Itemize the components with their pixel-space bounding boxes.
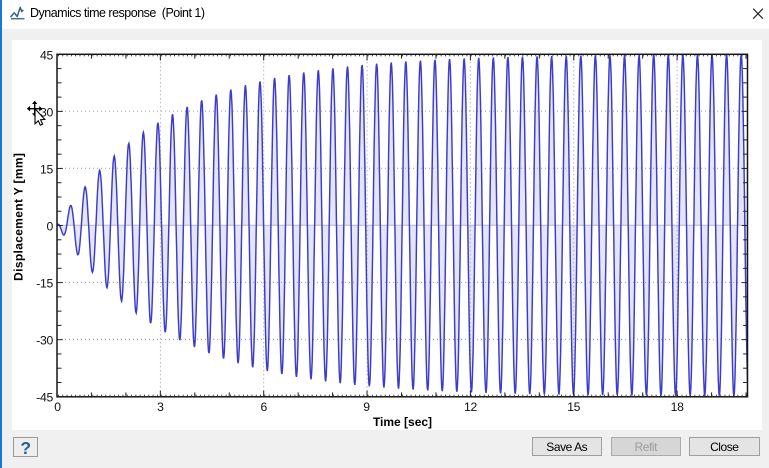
svg-text:-15: -15 [36, 276, 53, 290]
svg-text:15: 15 [567, 400, 580, 414]
svg-text:0: 0 [54, 400, 61, 414]
svg-text:3: 3 [157, 400, 164, 414]
svg-text:-30: -30 [36, 333, 53, 347]
svg-text:30: 30 [40, 105, 53, 119]
svg-text:0: 0 [46, 219, 53, 233]
svg-text:18: 18 [670, 400, 683, 414]
svg-text:15: 15 [40, 162, 53, 176]
svg-text:12: 12 [464, 400, 477, 414]
svg-text:Displacement Y [mm]: Displacement Y [mm] [12, 152, 25, 280]
svg-text:-45: -45 [36, 390, 53, 404]
svg-text:Time [sec]: Time [sec] [372, 414, 431, 428]
svg-text:9: 9 [363, 400, 370, 414]
svg-text:6: 6 [260, 400, 267, 414]
svg-text:45: 45 [40, 48, 53, 62]
